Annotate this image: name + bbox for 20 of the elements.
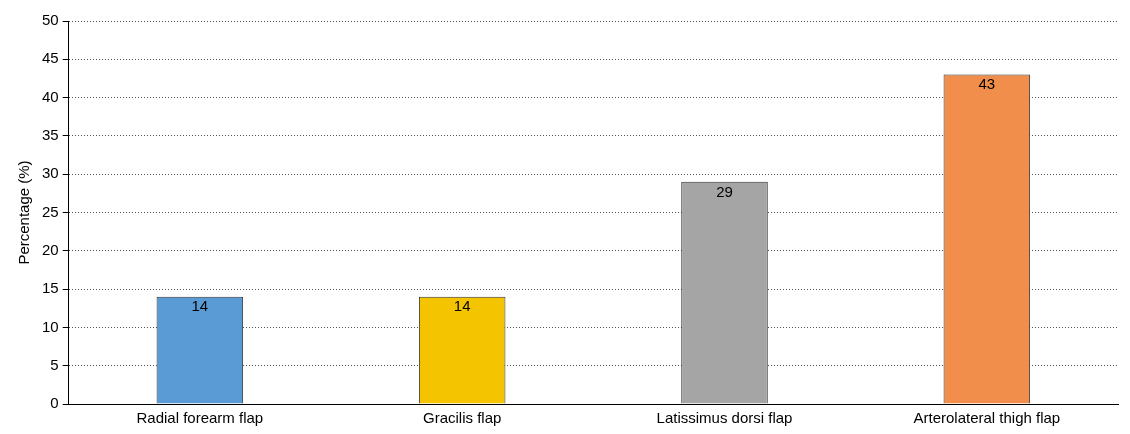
y-tick-label: 10 bbox=[42, 317, 59, 335]
y-tick-label: 25 bbox=[42, 202, 59, 220]
y-tick-label: 45 bbox=[42, 49, 59, 67]
x-tick-label: Latissimus dorsi flap bbox=[656, 409, 793, 427]
data-label: 29 bbox=[716, 182, 733, 200]
y-tick-label: 30 bbox=[42, 164, 59, 182]
x-tick-label: Radial forearm flap bbox=[136, 409, 264, 427]
y-tick-label: 40 bbox=[42, 87, 59, 105]
data-label: 14 bbox=[191, 297, 209, 315]
y-tick-label: 50 bbox=[42, 11, 59, 29]
x-tick-label: Arterolateral thigh flap bbox=[913, 409, 1061, 427]
data-label: 14 bbox=[453, 297, 471, 315]
y-tick-label: 0 bbox=[50, 394, 59, 412]
y-tick-label: 35 bbox=[42, 126, 59, 144]
y-tick-label: 5 bbox=[50, 355, 59, 373]
y-axis-title: Percentage (%) bbox=[15, 160, 33, 265]
x-tick-label: Gracilis flap bbox=[423, 409, 502, 427]
y-tick-label: 15 bbox=[42, 279, 59, 297]
y-tick-label: 20 bbox=[42, 240, 59, 258]
data-label: 43 bbox=[978, 75, 996, 93]
